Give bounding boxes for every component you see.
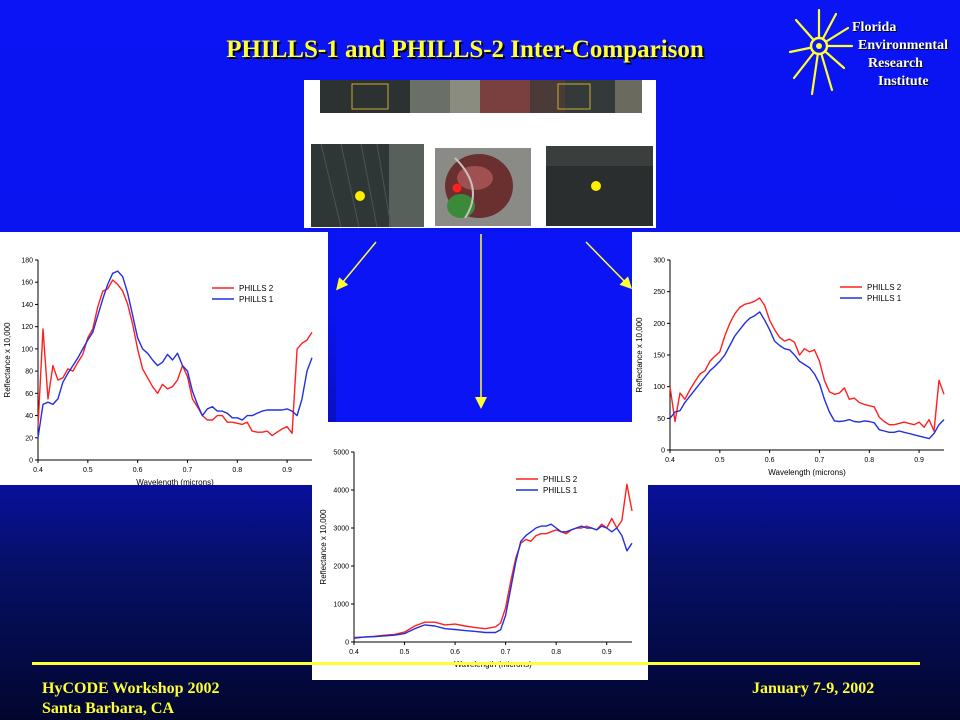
legend-label: PHILLS 2 bbox=[543, 475, 578, 484]
x-tick-label: 0.6 bbox=[765, 457, 775, 464]
y-tick-label: 1000 bbox=[333, 602, 349, 609]
overview-strip-image bbox=[320, 80, 642, 113]
x-tick-label: 0.9 bbox=[914, 457, 924, 464]
chart-right: 0 50 100 150 200 250 300 0.4 0.5 0.6 0.7 0.8 0.9 Wave… bbox=[632, 232, 960, 485]
legend-label: PHILLS 1 bbox=[867, 294, 902, 303]
legend-label: PHILLS 2 bbox=[867, 283, 902, 292]
x-axis-label: Wavelength (microns) bbox=[136, 478, 214, 485]
logo-text-research: Research bbox=[868, 56, 923, 71]
legend-label: PHILLS 2 bbox=[239, 284, 274, 293]
y-tick-label: 0 bbox=[661, 448, 665, 455]
y-tick-label: 180 bbox=[21, 258, 33, 265]
series-line-phills-1 bbox=[37, 270, 313, 438]
chart-center-plot: 0100020003000400050000.40.50.60.70.80.9W… bbox=[319, 450, 633, 669]
sun-icon bbox=[788, 8, 854, 96]
series-line-phills-1 bbox=[353, 523, 633, 639]
legend-label: PHILLS 1 bbox=[543, 486, 578, 495]
left-site-image bbox=[311, 144, 424, 227]
legend-label: PHILLS 1 bbox=[239, 295, 274, 304]
x-tick-label: 0.8 bbox=[232, 467, 242, 474]
feri-logo: Florida Environmental Research Institute bbox=[786, 6, 958, 98]
y-axis-label: Reflectance x 10,000 bbox=[3, 322, 12, 398]
y-tick-label: 50 bbox=[657, 416, 665, 423]
footer-rule bbox=[32, 662, 920, 665]
x-tick-label: 0.9 bbox=[602, 649, 612, 656]
slide-title: PHILLS-1 and PHILLS-2 Inter-Comparison bbox=[226, 36, 704, 63]
series-line-phills-2 bbox=[669, 297, 945, 432]
footer-workshop: HyCODE Workshop 2002 bbox=[42, 680, 220, 697]
x-tick-label: 0.6 bbox=[450, 649, 460, 656]
x-tick-label: 0.7 bbox=[501, 649, 511, 656]
imagery-panel bbox=[304, 80, 656, 228]
series-line-phills-2 bbox=[37, 279, 313, 437]
y-tick-label: 5000 bbox=[333, 450, 349, 457]
x-tick-label: 0.5 bbox=[83, 467, 93, 474]
y-tick-label: 4000 bbox=[333, 488, 349, 495]
footer-location: Santa Barbara, CA bbox=[42, 700, 175, 717]
x-tick-label: 0.9 bbox=[282, 467, 292, 474]
x-axis-label: Wavelength (microns) bbox=[768, 468, 846, 477]
y-axis-label: Reflectance x 10,000 bbox=[319, 509, 328, 585]
y-tick-label: 100 bbox=[21, 346, 33, 353]
y-tick-label: 2000 bbox=[333, 564, 349, 571]
footer-date: January 7-9, 2002 bbox=[752, 680, 875, 697]
y-tick-label: 100 bbox=[653, 384, 665, 391]
x-tick-label: 0.7 bbox=[815, 457, 825, 464]
connector-panel bbox=[336, 232, 632, 422]
y-tick-label: 160 bbox=[21, 280, 33, 287]
chart-center: 0100020003000400050000.40.50.60.70.80.9W… bbox=[312, 422, 648, 680]
y-tick-label: 80 bbox=[25, 369, 33, 376]
y-axis-label: Reflectance x 10,000 bbox=[635, 317, 644, 393]
logo-text-environmental: Environmental bbox=[858, 38, 948, 53]
x-tick-label: 0.6 bbox=[133, 467, 143, 474]
x-tick-label: 0.4 bbox=[33, 467, 43, 474]
y-tick-label: 20 bbox=[25, 435, 33, 442]
logo-text-institute: Institute bbox=[878, 74, 929, 89]
x-tick-label: 0.8 bbox=[864, 457, 874, 464]
y-tick-label: 150 bbox=[653, 353, 665, 360]
y-tick-label: 140 bbox=[21, 302, 33, 309]
series-line-phills-1 bbox=[669, 311, 945, 440]
y-tick-label: 200 bbox=[653, 321, 665, 328]
x-tick-label: 0.7 bbox=[183, 467, 193, 474]
x-tick-label: 0.4 bbox=[665, 457, 675, 464]
y-tick-label: 40 bbox=[25, 413, 33, 420]
x-tick-label: 0.8 bbox=[551, 649, 561, 656]
logo-text-florida: Florida bbox=[852, 20, 897, 35]
y-tick-label: 0 bbox=[29, 458, 33, 465]
y-tick-label: 250 bbox=[653, 289, 665, 296]
x-tick-label: 0.5 bbox=[715, 457, 725, 464]
y-tick-label: 60 bbox=[25, 391, 33, 398]
series-line-phills-2 bbox=[353, 483, 633, 639]
chart-left: 0 20 40 60 80 100 120 140 160 180 0.4 0.5 0.6 0.7 0.8 0… bbox=[0, 232, 328, 485]
y-tick-label: 300 bbox=[653, 258, 665, 265]
x-tick-label: 0.5 bbox=[400, 649, 410, 656]
y-tick-label: 0 bbox=[345, 640, 349, 647]
y-tick-label: 3000 bbox=[333, 526, 349, 533]
chart-left-plot: 0 20 40 60 80 100 120 140 160 180 0.4 0.5 0.6 0.7 0.8 0… bbox=[3, 258, 313, 485]
chart-right-plot: 0 50 100 150 200 250 300 0.4 0.5 0.6 0.7 0.8 0.9 Wave… bbox=[635, 258, 945, 477]
center-site-image bbox=[435, 148, 531, 226]
right-site-image bbox=[546, 146, 653, 226]
x-tick-label: 0.4 bbox=[349, 649, 359, 656]
y-tick-label: 120 bbox=[21, 324, 33, 331]
